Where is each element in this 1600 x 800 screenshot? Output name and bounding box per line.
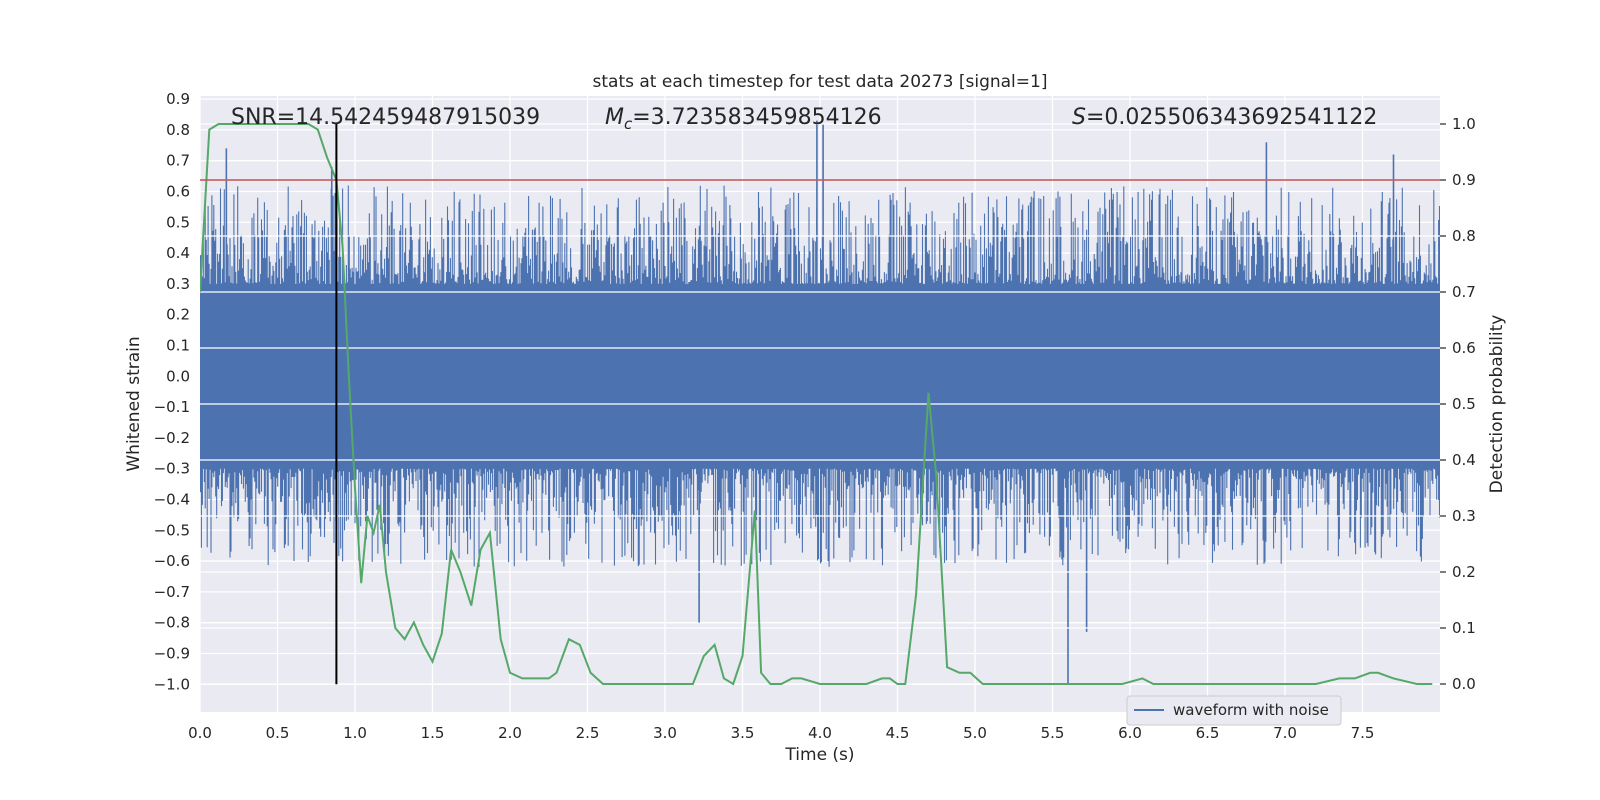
y2-tick-label: 0.7 (1452, 283, 1476, 301)
y-tick-label: −0.7 (154, 583, 190, 601)
y2-tick-label: 1.0 (1452, 115, 1476, 133)
x-tick-label: 1.5 (421, 724, 445, 742)
x-tick-labels: 0.0 0.5 1.0 1.5 2.0 2.5 3.0 3.5 4.0 4.5 5.0 5.5 6.0 6… (188, 724, 1374, 742)
y-tick-label: −0.5 (154, 521, 190, 539)
x-tick-label: 6.5 (1196, 724, 1220, 742)
x-tick-label: 2.0 (498, 724, 522, 742)
y-tick-label: 0.7 (166, 152, 190, 170)
y-tick-label: −0.9 (154, 644, 190, 662)
x-tick-label: 3.0 (653, 724, 677, 742)
y-tick-labels: 0.9 0.8 0.7 0.6 0.5 0.4 0.3 0.2 0.1 0.0 −0.1 −0.2 −0… (154, 90, 190, 693)
x-tick-label: 4.5 (886, 724, 910, 742)
waveform-lower-noise (200, 376, 1440, 567)
y-tick-label: 0.6 (166, 182, 190, 200)
chirp-mass-value: =3.723583459854126 (632, 105, 881, 130)
x-tick-label: 3.5 (731, 724, 755, 742)
y-tick-label: 0.5 (166, 213, 190, 231)
legend: waveform with noise (1126, 695, 1342, 726)
x-tick-label: 7.5 (1351, 724, 1375, 742)
y-tick-label: −0.6 (154, 552, 190, 570)
x-tick-label: 6.0 (1118, 724, 1142, 742)
waveform-series (200, 120, 1440, 685)
y2-tick-labels: 1.0 0.9 0.8 0.7 0.6 0.5 0.4 0.3 0.2 0.1 0.0 (1440, 115, 1476, 693)
y2-tick-label: 0.5 (1452, 395, 1476, 413)
y2-tick-label: 0.3 (1452, 507, 1476, 525)
chart-title: stats at each timestep for test data 202… (593, 72, 1048, 92)
y-tick-label: 0.4 (166, 244, 190, 262)
y2-tick-label: 0.9 (1452, 171, 1476, 189)
y-tick-label: 0.3 (166, 275, 190, 293)
probability-series (200, 123, 1433, 686)
y2-tick-label: 0.1 (1452, 619, 1476, 637)
probability-line (200, 123, 1433, 686)
y2-tick-label: 0.0 (1452, 675, 1476, 693)
chirp-mass-annotation: Mc=3.723583459854126 (605, 105, 882, 133)
y-tick-label: 0.9 (166, 90, 190, 108)
x-tick-label: 4.0 (808, 724, 832, 742)
y-tick-label: 0.8 (166, 121, 190, 139)
y-tick-label: 0.0 (166, 367, 190, 385)
x-tick-label: 5.5 (1041, 724, 1065, 742)
legend-box (1126, 695, 1342, 726)
y-tick-label: −0.2 (154, 429, 190, 447)
x-tick-label: 5.0 (963, 724, 987, 742)
s-symbol: S (1072, 105, 1086, 130)
x-tick-label: 7.0 (1273, 724, 1297, 742)
y-tick-label: 0.1 (166, 336, 190, 354)
y2-axis-label: Detection probability (1487, 315, 1507, 494)
waveform-upper-noise (200, 185, 1440, 377)
chirp-mass-subscript: c (624, 115, 633, 133)
x-tick-label: 0.0 (188, 724, 212, 742)
y2-tick-label: 0.8 (1452, 227, 1476, 245)
y-tick-label: 0.2 (166, 306, 190, 324)
y-tick-label: −0.1 (154, 398, 190, 416)
legend-label: waveform with noise (1173, 701, 1329, 719)
y-axis-label: Whitened strain (124, 336, 144, 471)
chirp-mass-symbol: M (605, 105, 624, 130)
y2-tick-label: 0.2 (1452, 563, 1476, 581)
s-annotation: S=0.025506343692541122 (1072, 105, 1377, 130)
y-tick-label: −0.3 (154, 460, 190, 478)
y2-tick-label: 0.6 (1452, 339, 1476, 357)
y2-tick-label: 0.4 (1452, 451, 1476, 469)
s-value: =0.025506343692541122 (1086, 105, 1377, 130)
snr-annotation: SNR=14.542459487915039 (231, 105, 540, 130)
x-tick-label: 1.0 (343, 724, 367, 742)
y-tick-label: −1.0 (154, 675, 190, 693)
markers (200, 123, 1440, 685)
x-tick-label: 0.5 (266, 724, 290, 742)
x-axis-label: Time (s) (784, 745, 854, 765)
y-tick-label: −0.8 (154, 614, 190, 632)
x-tick-label: 2.5 (576, 724, 600, 742)
y-tick-label: −0.4 (154, 490, 190, 508)
